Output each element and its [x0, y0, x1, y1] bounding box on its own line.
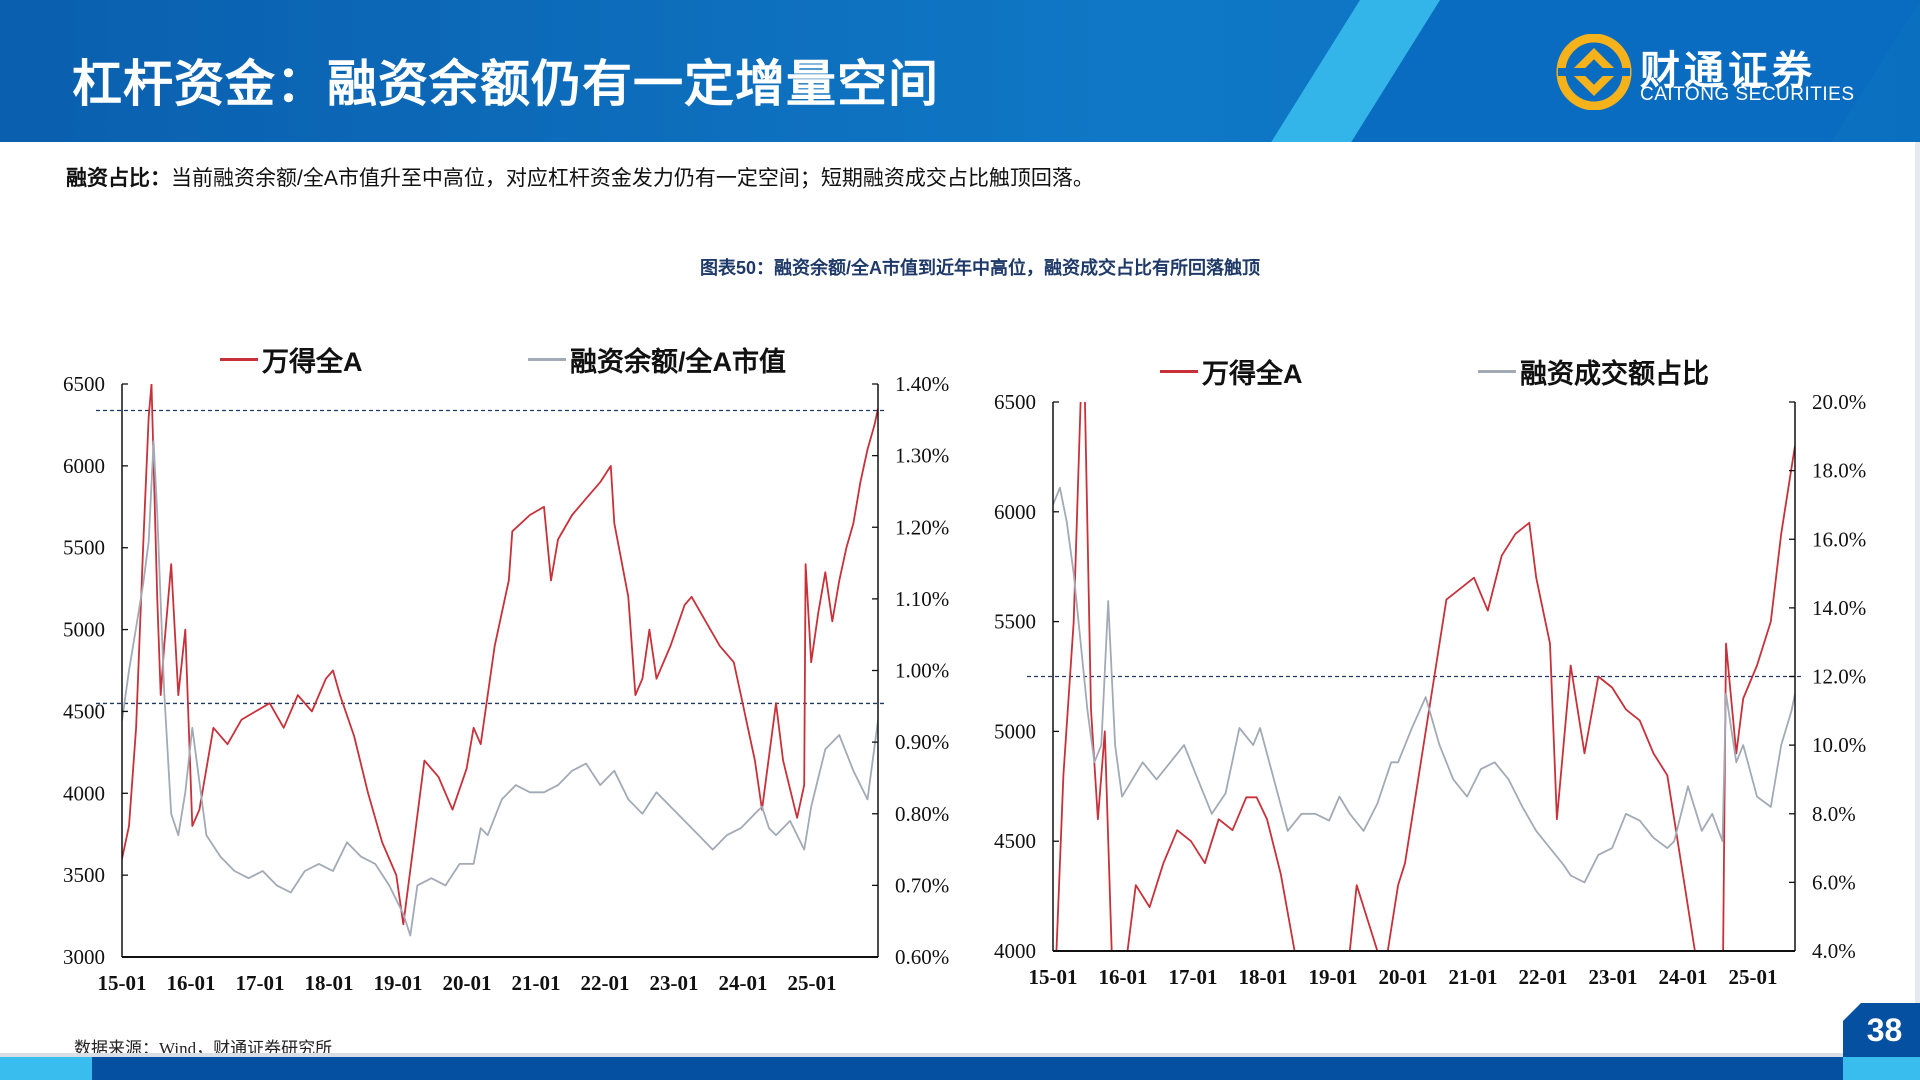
y-right-tick-label: 0.60%: [895, 945, 949, 969]
y-right-tick-label: 1.10%: [895, 587, 949, 611]
x-tick-label: 24-01: [719, 971, 768, 995]
y-left-tick-label: 4500: [63, 699, 105, 723]
page-number: 38: [1843, 1003, 1920, 1057]
x-tick-label: 19-01: [1309, 965, 1358, 989]
legend-swatch-red: [220, 358, 258, 361]
y-right-tick-label: 0.90%: [895, 730, 949, 754]
y-right-tick-label: 1.00%: [895, 659, 949, 683]
y-left-tick-label: 6000: [63, 454, 105, 478]
x-tick-label: 20-01: [1379, 965, 1428, 989]
y-left-tick-label: 5500: [994, 610, 1036, 634]
y-right-tick-label: 14.0%: [1812, 596, 1866, 620]
y-right-tick-label: 1.40%: [895, 372, 949, 396]
x-tick-label: 16-01: [1099, 965, 1148, 989]
y-right-tick-label: 0.70%: [895, 873, 949, 897]
series-line-wind-a: [122, 384, 878, 926]
x-tick-label: 23-01: [1589, 965, 1638, 989]
footer-bar: [0, 1057, 1920, 1080]
footer-divider: [0, 1053, 1920, 1057]
logo-chinese-name: 财通证券: [1640, 47, 1816, 94]
y-left-tick-label: 5000: [994, 719, 1036, 743]
y-right-tick-label: 12.0%: [1812, 665, 1866, 689]
x-tick-label: 15-01: [1029, 965, 1078, 989]
x-tick-label: 23-01: [650, 971, 699, 995]
summary-label: 融资占比：: [66, 167, 171, 190]
charts-canvas: 3000 3500 4000 4500 5000 5500 6000 6500 0.60% 0.7…: [63, 372, 1866, 995]
legend-right-wind-a: 万得全A: [1160, 352, 1303, 391]
x-tick-label: 24-01: [1659, 965, 1708, 989]
company-logo: 财通证券 CAITONG SECURITIES: [1556, 32, 1856, 112]
x-tick-label: 16-01: [167, 971, 216, 995]
figure-title: 图表50：融资余额/全A市值到近年中高位，融资成交占比有所回落触顶: [699, 258, 1261, 278]
summary-body: 当前融资余额/全A市值升至中高位，对应杠杆资金发力仍有一定空间；短期融资成交占比…: [171, 167, 1094, 190]
y-right-tick-label: 8.0%: [1812, 802, 1856, 826]
logo-english-name: CAITONG SECURITIES: [1640, 84, 1855, 105]
legend-swatch-gray: [528, 358, 566, 361]
page-title: 杠杆资金：融资余额仍有一定增量空间: [72, 56, 939, 112]
legend-label: 万得全A: [262, 347, 363, 377]
header-banner: 杠杆资金：融资余额仍有一定增量空间 财通证券 CAITONG SECURITIE…: [0, 0, 1920, 142]
x-tick-label: 22-01: [581, 971, 630, 995]
right-chart: 4000 4500 5000 5500 6000 6500 4.0% 6.0% 8.0% 10.0…: [994, 390, 1866, 989]
x-tick-label: 25-01: [1729, 965, 1778, 989]
x-tick-label: 25-01: [788, 971, 837, 995]
y-left-tick-label: 5000: [63, 618, 105, 642]
x-tick-label: 21-01: [512, 971, 561, 995]
x-tick-label: 18-01: [305, 971, 354, 995]
y-left-tick-label: 3000: [63, 945, 105, 969]
y-left-tick-label: 3500: [63, 863, 105, 887]
series-line-wind-a: [1055, 402, 1795, 951]
x-tick-label: 17-01: [236, 971, 285, 995]
y-left-tick-label: 6500: [63, 372, 105, 396]
legend-label: 融资余额/全A市值: [570, 347, 786, 377]
y-right-tick-label: 6.0%: [1812, 870, 1856, 894]
y-left-tick-label: 4500: [994, 829, 1036, 853]
y-right-tick-label: 4.0%: [1812, 939, 1856, 963]
y-right-tick-label: 0.80%: [895, 802, 949, 826]
series-line-margin-ratio: [122, 440, 878, 937]
legend-right-turnover-ratio: 融资成交额占比: [1478, 352, 1709, 391]
x-tick-label: 17-01: [1169, 965, 1218, 989]
left-chart: 3000 3500 4000 4500 5000 5500 6000 6500 0.60% 0.7…: [63, 372, 949, 995]
summary-text: 融资占比：当前融资余额/全A市值升至中高位，对应杠杆资金发力仍有一定空间；短期融…: [66, 162, 1094, 192]
y-right-tick-label: 1.30%: [895, 444, 949, 468]
footer-accent-left: [0, 1057, 92, 1080]
legend-swatch-red: [1160, 370, 1198, 373]
x-tick-label: 15-01: [98, 971, 147, 995]
x-tick-label: 21-01: [1449, 965, 1498, 989]
y-right-tick-label: 20.0%: [1812, 390, 1866, 414]
series-line-margin-ratio: [1053, 486, 1795, 884]
y-right-tick-label: 1.20%: [895, 515, 949, 539]
legend-left-margin-ratio: 融资余额/全A市值: [528, 340, 786, 379]
x-tick-label: 19-01: [374, 971, 423, 995]
y-left-tick-label: 6500: [994, 390, 1036, 414]
x-tick-label: 22-01: [1519, 965, 1568, 989]
legend-swatch-gray: [1478, 370, 1516, 373]
y-left-tick-label: 5500: [63, 536, 105, 560]
y-left-tick-label: 4000: [994, 939, 1036, 963]
footer-accent-right: [1843, 1057, 1920, 1080]
x-tick-label: 20-01: [443, 971, 492, 995]
y-right-tick-label: 16.0%: [1812, 527, 1866, 551]
legend-label: 万得全A: [1202, 359, 1303, 389]
y-right-tick-label: 10.0%: [1812, 733, 1866, 757]
y-right-tick-label: 18.0%: [1812, 459, 1866, 483]
legend-label: 融资成交额占比: [1520, 359, 1709, 389]
x-tick-label: 18-01: [1239, 965, 1288, 989]
y-left-tick-label: 4000: [63, 781, 105, 805]
legend-left-wind-a: 万得全A: [220, 340, 363, 379]
y-left-tick-label: 6000: [994, 500, 1036, 524]
right-edge-bar: [1915, 142, 1920, 1004]
logo-emblem-icon: [1556, 34, 1632, 110]
